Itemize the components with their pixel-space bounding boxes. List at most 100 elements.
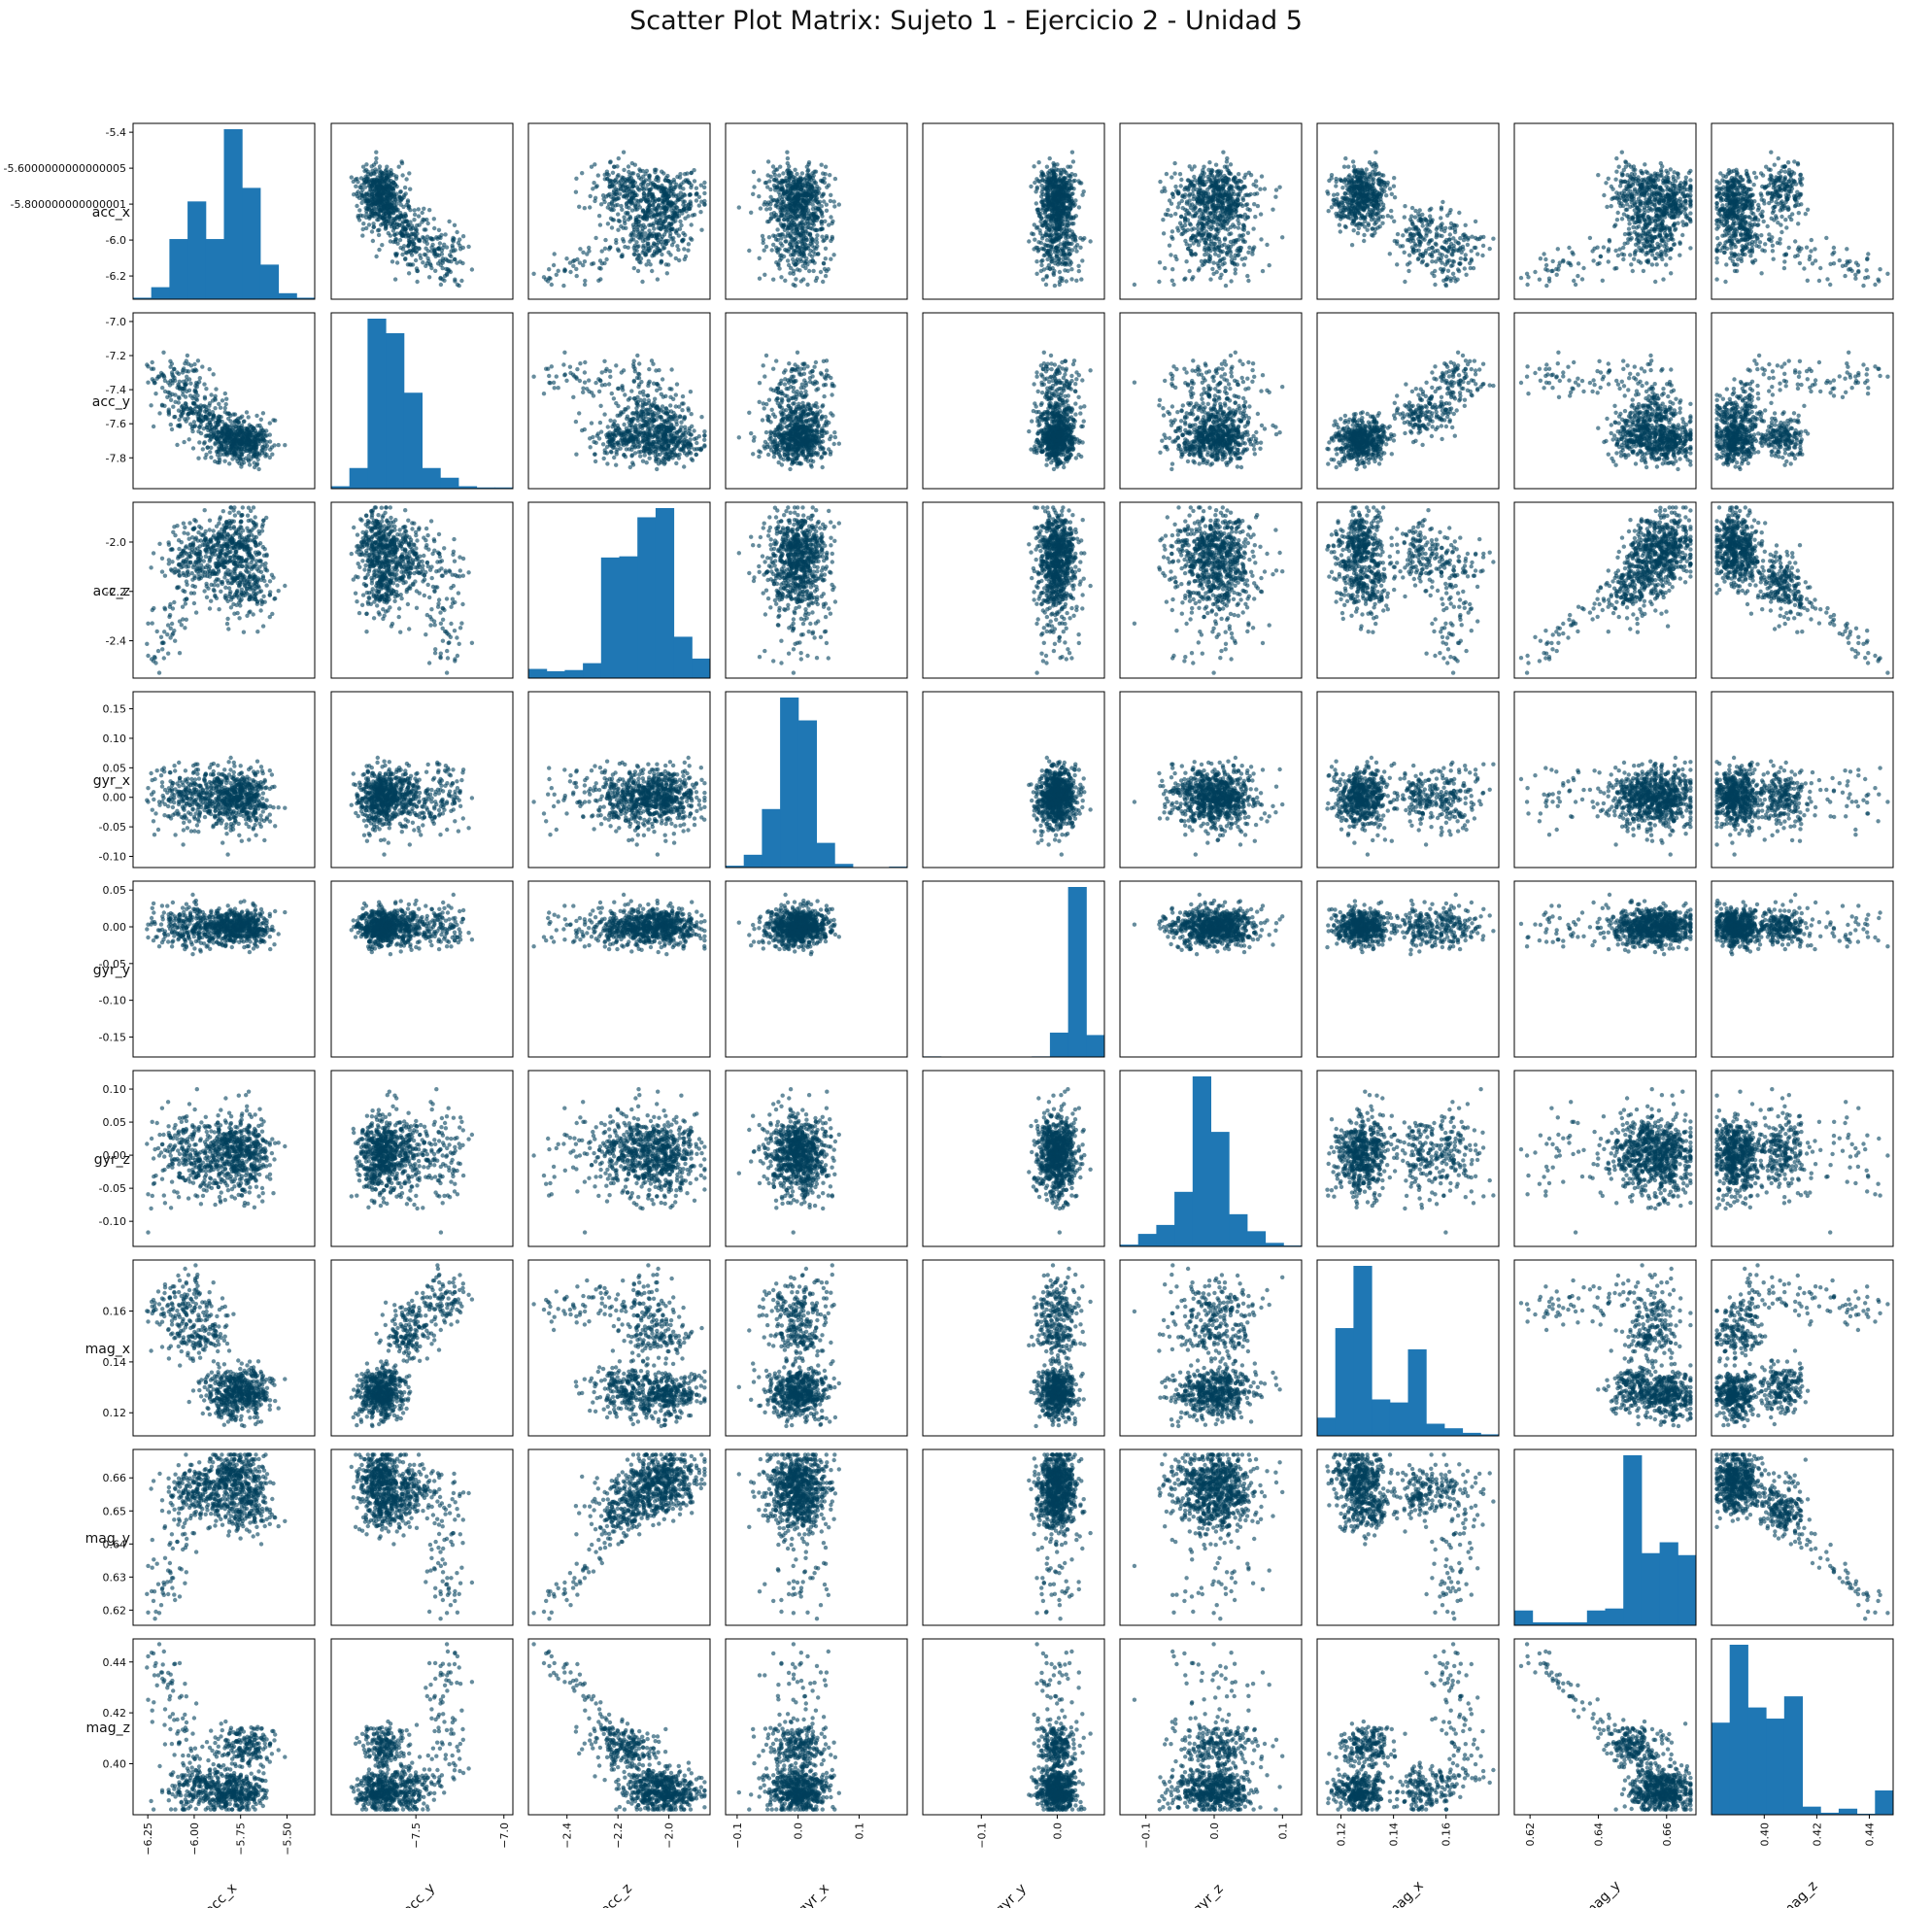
scatter-point [583, 206, 587, 210]
scatter-point [552, 263, 556, 267]
scatter-point [807, 218, 811, 221]
scatter-point [562, 269, 566, 273]
scatter-point [799, 231, 803, 235]
scatter-point [793, 184, 797, 187]
scatter-point [370, 202, 374, 206]
scatter-point [833, 177, 837, 181]
scatter-point [643, 253, 647, 256]
scatter-point [374, 255, 378, 258]
scatter-point [633, 191, 637, 195]
scatter-point [403, 257, 407, 261]
scatter-point [764, 207, 768, 211]
hist-bar [279, 293, 297, 299]
scatter-point [437, 254, 441, 257]
scatter-point [593, 236, 597, 240]
scatter-point [679, 183, 683, 187]
scatter-point [458, 247, 462, 251]
scatter-point [432, 226, 436, 230]
scatter-point [824, 247, 828, 251]
scatter-point [366, 181, 370, 185]
scatter-point [787, 164, 791, 168]
scatter-point [1078, 181, 1082, 185]
scatter-point [418, 254, 422, 257]
scatter-point [561, 284, 565, 288]
scatter-point [404, 191, 408, 195]
scatter-point [453, 257, 457, 261]
hist-bar [169, 239, 187, 299]
scatter-point [611, 171, 615, 175]
scatter-point [816, 252, 820, 256]
scatter-point [766, 159, 770, 163]
scatter-point [432, 217, 436, 221]
scatter-point [647, 191, 651, 195]
scatter-point [389, 239, 392, 243]
scatter-point [371, 239, 375, 243]
scatter-point [458, 237, 461, 241]
scatter-point [647, 228, 651, 232]
panel-acc_x-vs-gyr_x [726, 123, 907, 299]
scatter-point [686, 214, 690, 218]
scatter-point [606, 193, 610, 197]
scatter-point [791, 219, 795, 222]
scatter-point [812, 260, 816, 264]
scatter-point [583, 279, 587, 283]
scatter-point [616, 228, 620, 232]
scatter-point [641, 185, 645, 188]
scatter-point [793, 168, 797, 172]
scatter-point [622, 215, 626, 219]
scatter-point [812, 173, 816, 177]
scatter-point [583, 259, 587, 263]
scatter-point [620, 208, 624, 212]
scatter-point [768, 202, 772, 206]
scatter-point [577, 205, 581, 209]
scatter-point [627, 164, 630, 168]
scatter-point [1070, 151, 1074, 154]
scatter-point [702, 191, 706, 195]
scatter-point [407, 271, 411, 275]
scatter-point [438, 236, 442, 240]
scatter-point [617, 219, 621, 222]
scatter-point [690, 171, 694, 175]
scatter-point [631, 230, 635, 234]
scatter-point [641, 216, 645, 220]
scatter-point [564, 256, 568, 260]
scatter-point [822, 192, 826, 196]
scatter-point [391, 173, 395, 177]
scatter-point [787, 263, 791, 267]
scatter-point [752, 185, 756, 188]
scatter-point [605, 177, 609, 181]
scatter-point [799, 252, 803, 256]
scatter-point [623, 221, 627, 225]
scatter-point [794, 249, 797, 253]
panel-acc_x-vs-acc_y [331, 123, 513, 299]
scatter-point [376, 228, 380, 232]
scatter-point [613, 203, 617, 207]
scatter-point [775, 218, 779, 221]
scatter-point [555, 273, 559, 277]
scatter-point [547, 267, 551, 271]
scatter-point [829, 199, 832, 203]
scatter-point [364, 168, 368, 172]
scatter-point [779, 187, 783, 191]
scatter-point [832, 199, 836, 203]
scatter-point [637, 187, 641, 191]
scatter-point [786, 225, 790, 229]
scatter-point [656, 179, 660, 183]
scatter-point [785, 151, 789, 154]
scatter-point [439, 263, 443, 267]
scatter-point [460, 261, 464, 265]
scatter-point [381, 171, 385, 175]
scatter-point [821, 171, 825, 175]
scatter-point [763, 200, 766, 204]
scatter-point [757, 194, 761, 198]
scatter-point [411, 248, 415, 252]
scatter-point [433, 251, 437, 255]
scatter-point [421, 260, 424, 264]
scatter-point [800, 171, 804, 175]
scatter-point [406, 200, 410, 204]
scatter-point [632, 252, 636, 256]
scatter-point [367, 217, 371, 221]
scatter-point [808, 232, 812, 236]
scatter-point [622, 151, 626, 154]
scatter-point [672, 192, 676, 196]
